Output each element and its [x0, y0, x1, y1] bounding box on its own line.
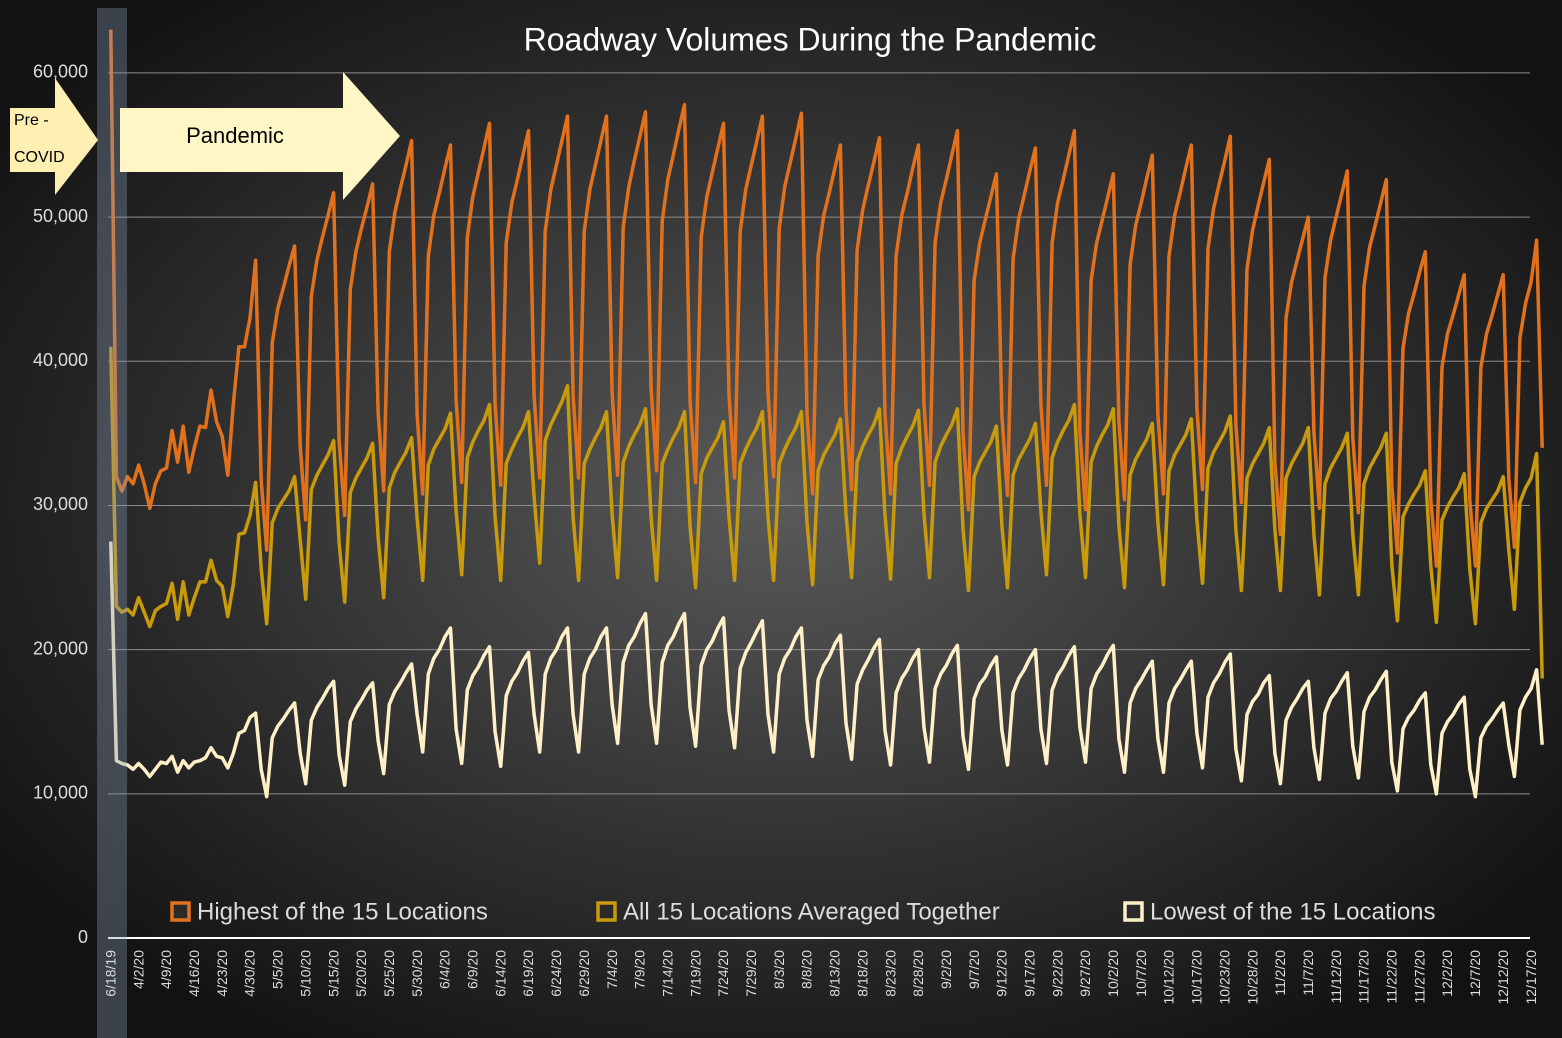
highlight-band	[97, 8, 127, 1038]
x-tick-label: 7/19/20	[687, 950, 703, 997]
x-tick-label: 11/2/20	[1272, 950, 1288, 996]
x-tick-label: 8/8/20	[799, 950, 815, 989]
x-tick-label: 9/12/20	[994, 950, 1010, 997]
series-line	[109, 541, 1544, 799]
x-tick-label: 7/29/20	[743, 950, 759, 997]
x-tick-label: 8/23/20	[882, 950, 898, 997]
annotation: Pre -	[14, 112, 49, 129]
legend-label: All 15 Locations Averaged Together	[623, 898, 1000, 925]
x-tick-label: 10/12/20	[1161, 950, 1177, 1005]
x-tick-label: 12/2/20	[1439, 950, 1455, 997]
x-tick-label: 6/29/20	[576, 950, 592, 997]
x-tick-label: 9/7/20	[966, 950, 982, 989]
x-tick-label: 7/9/20	[632, 950, 648, 989]
x-tick-label: 5/15/20	[325, 950, 341, 997]
x-tick-label: 9/2/20	[938, 950, 954, 989]
x-tick-label: 6/9/20	[465, 950, 481, 989]
x-tick-label: 11/17/20	[1356, 950, 1372, 1004]
x-tick-label: 9/17/20	[1021, 950, 1037, 997]
x-tick-label: 8/3/20	[771, 950, 787, 989]
x-tick-label: 11/12/20	[1328, 950, 1344, 1004]
annotation: Pandemic	[186, 123, 284, 148]
x-tick-label: 8/28/20	[910, 950, 926, 997]
x-tick-label: 10/23/20	[1216, 950, 1232, 1005]
x-tick-label: 8/18/20	[854, 950, 870, 997]
pandemic-arrow	[120, 72, 400, 200]
pre-covid-arrow	[10, 78, 98, 195]
x-tick-label: 6/4/20	[437, 950, 453, 989]
x-tick-label: 12/17/20	[1523, 950, 1539, 1005]
x-tick-label: 4/16/20	[186, 950, 202, 997]
x-tick-label: 4/2/20	[130, 950, 146, 989]
legend: Highest of the 15 Locations All 15 Locati…	[170, 898, 1436, 925]
series-line	[109, 346, 1544, 679]
x-tick-label: 10/17/20	[1189, 950, 1205, 1005]
y-tick-label: 40,000	[33, 350, 88, 370]
y-tick-label: 20,000	[33, 638, 88, 658]
x-tick-label: 5/20/20	[353, 950, 369, 997]
x-tick-label: 10/7/20	[1133, 950, 1149, 997]
x-tick-label: 10/28/20	[1244, 950, 1260, 1005]
x-tick-label: 6/19/20	[520, 950, 536, 997]
x-tick-label: 9/27/20	[1077, 950, 1093, 997]
legend-swatch	[596, 901, 617, 922]
x-tick-label: 7/24/20	[715, 950, 731, 997]
x-tick-label: 11/22/20	[1384, 950, 1400, 1004]
y-tick-label: 0	[78, 927, 88, 947]
legend-swatch	[1123, 901, 1144, 922]
y-tick-label: 60,000	[33, 62, 88, 82]
x-tick-label: 11/7/20	[1300, 950, 1316, 996]
x-tick-label: 4/23/20	[214, 950, 230, 997]
y-tick-label: 50,000	[33, 206, 88, 226]
y-tick-label: 30,000	[33, 494, 88, 514]
x-tick-label: 10/2/20	[1105, 950, 1121, 997]
x-tick-label: 8/13/20	[827, 950, 843, 997]
legend-swatch	[170, 901, 191, 922]
x-tick-label: 6/14/20	[492, 950, 508, 997]
legend-label: Lowest of the 15 Locations	[1150, 898, 1436, 925]
x-tick-label: 7/4/20	[604, 950, 620, 989]
x-tick-label: 4/30/20	[242, 950, 258, 997]
x-tick-label: 11/27/20	[1411, 950, 1427, 1004]
y-tick-label: 10,000	[33, 783, 88, 803]
chart-title: Roadway Volumes During the Pandemic	[524, 21, 1097, 57]
plot	[109, 29, 1544, 799]
legend-label: Highest of the 15 Locations	[197, 898, 488, 925]
annotation: COVID	[14, 149, 65, 166]
x-tick-label: 9/22/20	[1049, 950, 1065, 997]
x-tick-label: 5/5/20	[270, 950, 286, 989]
x-tick-label: 5/25/20	[381, 950, 397, 997]
x-tick-label: 7/14/20	[659, 950, 675, 997]
x-tick-label: 4/9/20	[158, 950, 174, 989]
x-tick-label: 6/18/19	[102, 950, 118, 997]
x-tick-label: 12/12/20	[1495, 950, 1511, 1005]
x-tick-label: 12/7/20	[1467, 950, 1483, 997]
series-line	[109, 29, 1544, 568]
x-tick-label: 6/24/20	[548, 950, 564, 997]
x-tick-label: 5/30/20	[409, 950, 425, 997]
x-tick-label: 5/10/20	[297, 950, 313, 997]
axis: 0 10,000 20,000 30,000 40,000 50,000 60,000 6/1…	[33, 62, 1539, 1005]
